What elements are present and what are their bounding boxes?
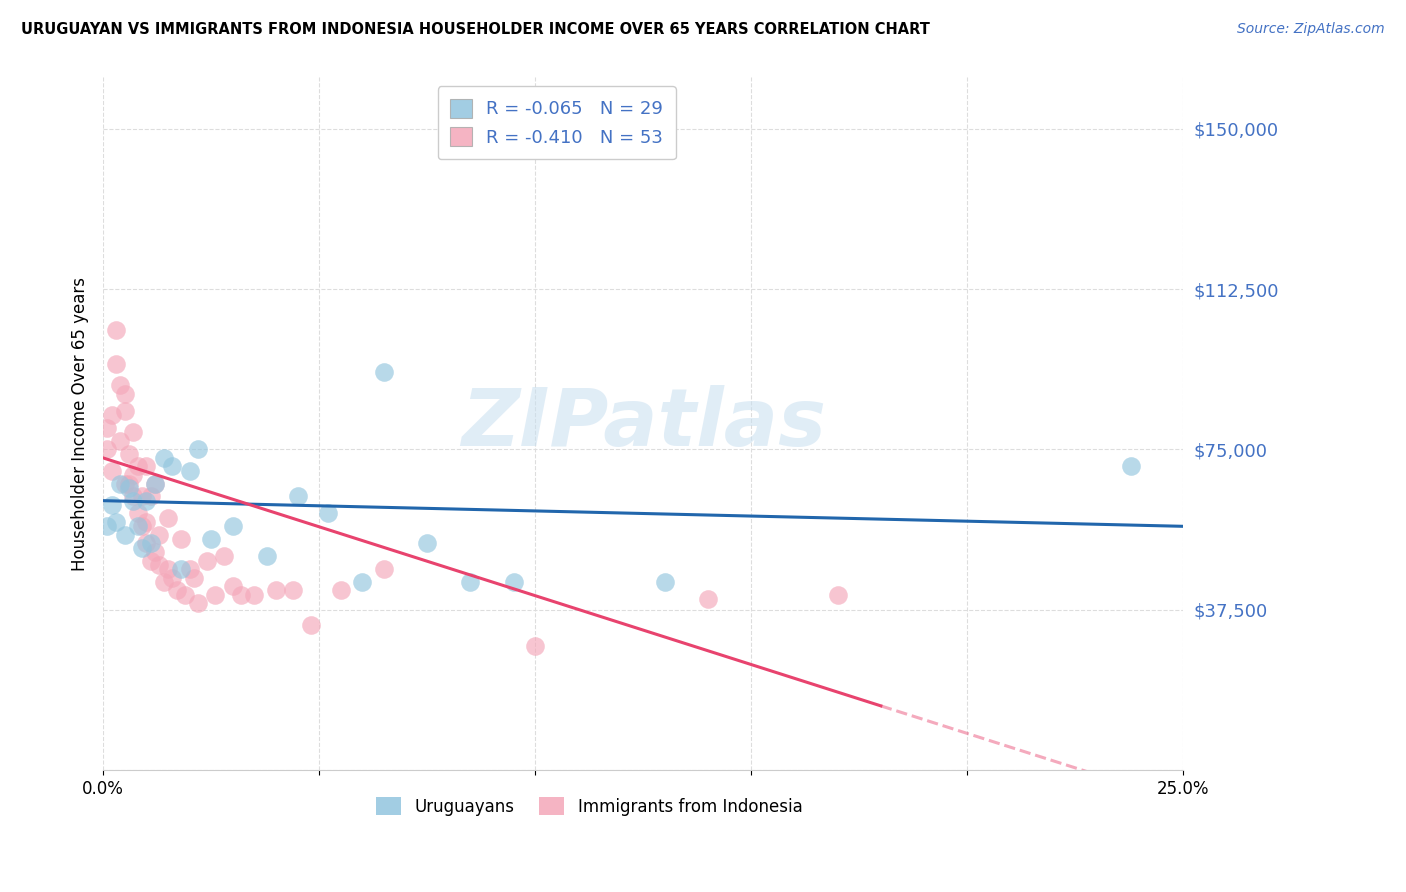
Point [654,574,676,589]
Point [524,639,547,653]
Point [152,574,174,589]
Point [231,588,253,602]
Point [114,528,136,542]
Point [118,476,141,491]
Point [114,404,136,418]
Point [152,450,174,465]
Point [174,588,197,602]
Text: ZIPatlas: ZIPatlas [461,384,825,463]
Point [373,366,395,380]
Point [110,378,132,392]
Point [243,588,266,602]
Point [96,442,118,457]
Point [416,536,439,550]
Point [135,459,157,474]
Point [187,442,209,457]
Point [204,588,226,602]
Point [135,493,157,508]
Point [135,515,157,529]
Point [110,476,132,491]
Point [156,562,179,576]
Point [502,574,524,589]
Point [827,588,849,602]
Point [316,507,339,521]
Point [139,553,162,567]
Legend: Uruguayans, Immigrants from Indonesia: Uruguayans, Immigrants from Indonesia [367,789,811,824]
Point [697,592,720,607]
Point [105,323,128,337]
Point [100,464,122,478]
Point [122,493,145,508]
Point [135,536,157,550]
Point [166,583,188,598]
Point [100,408,122,422]
Point [96,519,118,533]
Point [195,553,218,567]
Point [100,498,122,512]
Point [131,541,153,555]
Point [127,459,149,474]
Point [170,562,193,576]
Point [143,545,166,559]
Point [212,549,235,564]
Y-axis label: Householder Income Over 65 years: Householder Income Over 65 years [72,277,89,571]
Point [139,489,162,503]
Point [460,574,482,589]
Point [162,459,184,474]
Point [179,464,201,478]
Point [373,562,395,576]
Point [329,583,352,598]
Point [299,617,322,632]
Point [162,571,184,585]
Point [156,510,179,524]
Point [148,528,170,542]
Text: Source: ZipAtlas.com: Source: ZipAtlas.com [1237,22,1385,37]
Point [179,562,201,576]
Point [122,489,145,503]
Point [127,519,149,533]
Point [110,434,132,448]
Point [283,583,305,598]
Point [118,447,141,461]
Point [114,386,136,401]
Point [118,481,141,495]
Point [222,579,245,593]
Point [148,558,170,572]
Point [131,489,153,503]
Point [183,571,205,585]
Point [96,421,118,435]
Point [127,507,149,521]
Point [122,425,145,440]
Point [105,357,128,371]
Text: URUGUAYAN VS IMMIGRANTS FROM INDONESIA HOUSEHOLDER INCOME OVER 65 YEARS CORRELAT: URUGUAYAN VS IMMIGRANTS FROM INDONESIA H… [21,22,929,37]
Point [131,519,153,533]
Point [114,476,136,491]
Point [1121,459,1143,474]
Point [105,515,128,529]
Point [264,583,287,598]
Point [256,549,278,564]
Point [122,468,145,483]
Point [287,489,309,503]
Point [143,476,166,491]
Point [139,536,162,550]
Point [352,574,374,589]
Point [187,596,209,610]
Point [170,532,193,546]
Point [222,519,245,533]
Point [200,532,222,546]
Point [143,476,166,491]
